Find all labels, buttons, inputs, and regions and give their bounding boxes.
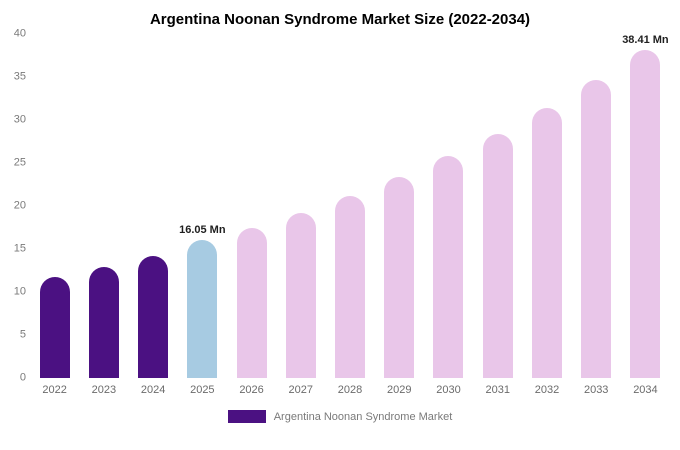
bar-column: 38.41 Mn: [621, 34, 670, 378]
x-axis-label: 2022: [42, 384, 67, 396]
y-axis-tick-label: 15: [13, 242, 26, 255]
bar-value-label: 38.41 Mn: [622, 34, 669, 46]
x-axis-label: 2030: [436, 384, 461, 396]
bar: [531, 107, 562, 378]
y-axis: 0 5 10 15 20 25 30 35 40: [6, 28, 30, 383]
bar-column: [572, 34, 621, 378]
y-axis-tick-label: 20: [13, 199, 26, 212]
bar: [433, 156, 464, 378]
x-axis-label: 2031: [485, 384, 510, 396]
legend-swatch: [227, 410, 266, 423]
bar-column: [375, 34, 424, 378]
bar: [39, 277, 70, 378]
x-axis-label: 2027: [288, 384, 314, 396]
x-axis-label: 2026: [239, 384, 264, 396]
y-axis-tick-label: 5: [19, 328, 26, 341]
bar-column: [79, 34, 128, 378]
x-axis-label: 2024: [140, 384, 166, 396]
bar-column: [424, 34, 473, 378]
bar: [88, 267, 119, 378]
bar: [384, 176, 415, 378]
x-axis-label: 2025: [190, 384, 215, 396]
bar-column: 16.05 Mn: [178, 34, 227, 378]
page-title: Argentina Noonan Syndrome Market Size (2…: [149, 11, 531, 28]
plot-column: 16.05 Mn 38.41 Mn 2022 2023 2024 2025 2026 202…: [30, 34, 670, 396]
bar: [630, 50, 661, 378]
bar-column: [522, 34, 571, 378]
bar: [335, 195, 366, 378]
bar-column: [128, 34, 177, 378]
bar-column: [30, 34, 79, 378]
bar: [285, 212, 316, 378]
x-axis-label: 2023: [91, 384, 117, 396]
y-axis-tick-label: 40: [13, 27, 26, 40]
legend: Argentina Noonan Syndrome Market: [0, 410, 680, 423]
bar: [482, 133, 513, 378]
legend-label: Argentina Noonan Syndrome Market: [273, 410, 453, 423]
x-axis-label: 2029: [387, 384, 412, 396]
bar-column: [276, 34, 325, 378]
bar: [138, 255, 169, 378]
x-axis-label: 2028: [337, 384, 363, 396]
y-axis-tick-label: 30: [13, 113, 26, 126]
bar-value-label: 16.05 Mn: [179, 223, 226, 236]
x-axis-label: 2032: [534, 384, 560, 396]
bar-column: [325, 34, 374, 378]
y-axis-tick-label: 10: [13, 285, 26, 298]
x-axis: 2022 2023 2024 2025 2026 2027 2028 2029 2030 2031…: [30, 384, 670, 396]
bar: [187, 239, 218, 378]
y-axis-tick-label: 35: [13, 70, 26, 83]
bar: [236, 227, 267, 378]
bar-column: [227, 34, 276, 378]
chart-area: 0 5 10 15 20 25 30 35 40 16.05 Mn 38.41 Mn 2022 20…: [6, 28, 670, 396]
x-axis-label: 2034: [633, 384, 658, 396]
x-axis-label: 2033: [583, 384, 609, 396]
plot-area: 16.05 Mn 38.41 Mn: [30, 34, 670, 378]
y-axis-tick-label: 0: [19, 371, 26, 384]
bar-column: [473, 34, 522, 378]
bar: [581, 79, 612, 378]
y-axis-tick-label: 25: [13, 156, 26, 169]
bars-row: 16.05 Mn 38.41 Mn: [30, 34, 670, 378]
